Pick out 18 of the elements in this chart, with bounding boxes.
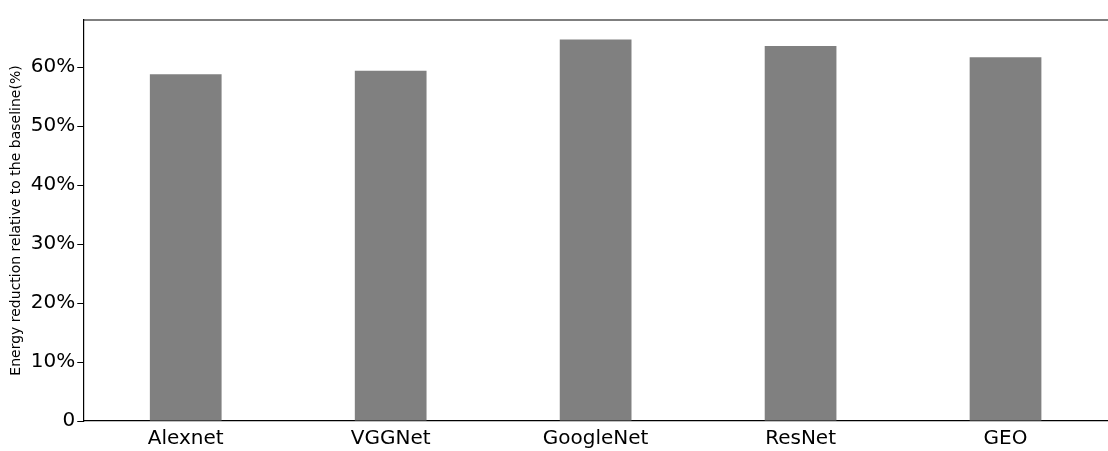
bar: [354, 70, 427, 421]
x-tick-label: ResNet: [765, 425, 837, 450]
bar: [969, 57, 1042, 421]
bar: [149, 74, 222, 421]
x-tick-label: GoogleNet: [542, 425, 649, 450]
bar: [559, 39, 632, 421]
x-tick-label: GEO: [983, 425, 1028, 450]
y-tick-label: 30%: [30, 230, 76, 255]
bar: [764, 45, 837, 421]
y-tick-label: 10%: [30, 348, 76, 373]
y-tick-label: 0: [62, 407, 76, 432]
y-tick-label: 50%: [30, 112, 76, 137]
y-tick-label: 60%: [30, 53, 76, 78]
x-tick-label: Alexnet: [147, 425, 224, 450]
y-axis-title: Energy reduction relative to the baseline(%): [7, 65, 24, 376]
y-tick-label: 20%: [30, 289, 76, 314]
x-tick-label: VGGNet: [350, 425, 431, 450]
y-tick-label: 40%: [30, 171, 76, 196]
